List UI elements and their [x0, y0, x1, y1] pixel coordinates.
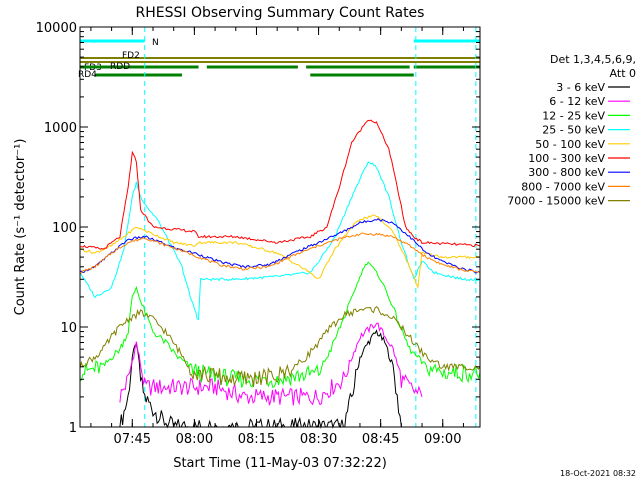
legend-title-line2: Att 0 [610, 67, 636, 80]
legend-label: 3 - 6 keV [556, 81, 605, 94]
x-tick-label: 08:00 [176, 432, 213, 447]
series-line [79, 218, 481, 274]
x-tick-label: 08:45 [362, 432, 399, 447]
series-lines [79, 119, 481, 429]
x-tick-label: 08:15 [238, 432, 275, 447]
x-tick-label: 09:00 [424, 432, 461, 447]
y-axis-label: Count Rate (s⁻¹ detector⁻¹) [13, 139, 28, 316]
y-tick-label: 10 [60, 321, 77, 336]
x-tick-label: 07:45 [114, 432, 151, 447]
series-line [80, 119, 481, 250]
flag-bars: NFD2FD3RDDRD4 [78, 38, 480, 80]
flag-bar-label: FD2 [122, 51, 140, 61]
legend-label: 300 - 800 keV [528, 166, 605, 179]
series-line [79, 261, 481, 388]
y-tick-label: 1000 [44, 121, 77, 136]
y-axis-ticks: 1 10 100 1000 10000 [36, 21, 480, 436]
x-axis-ticks: 07:45 08:00 08:15 08:30 08:45 09:00 [90, 27, 464, 447]
legend-label: 12 - 25 keV [542, 109, 605, 122]
flag-bar-label: N [152, 38, 159, 48]
series-line [119, 329, 402, 429]
legend-label: 7000 - 15000 keV [507, 195, 605, 208]
series-line [79, 306, 481, 387]
y-tick-label: 100 [52, 221, 77, 236]
legend-label: 100 - 300 keV [528, 152, 605, 165]
legend-title-line1: Det 1,3,4,5,6,9, [550, 53, 636, 66]
legend-label: 25 - 50 keV [542, 124, 605, 137]
legend-label: 50 - 100 keV [535, 138, 605, 151]
series-line [79, 214, 481, 289]
y-tick-label: 10000 [36, 21, 77, 36]
flag-bar-label: RD4 [78, 70, 97, 80]
flag-bar-label: RDD [110, 62, 130, 72]
legend-label: 6 - 12 keV [549, 95, 605, 108]
series-line [119, 322, 423, 406]
footer-date: 18-Oct-2021 08:32 [560, 469, 636, 478]
series-line [79, 232, 481, 274]
y-tick-label: 1 [69, 421, 77, 436]
x-axis-label: Start Time (11-May-03 07:32:22) [173, 456, 387, 471]
chart-title: RHESSI Observing Summary Count Rates [136, 5, 425, 21]
legend-label: 800 - 7000 keV [521, 180, 605, 193]
x-tick-label: 08:30 [300, 432, 337, 447]
